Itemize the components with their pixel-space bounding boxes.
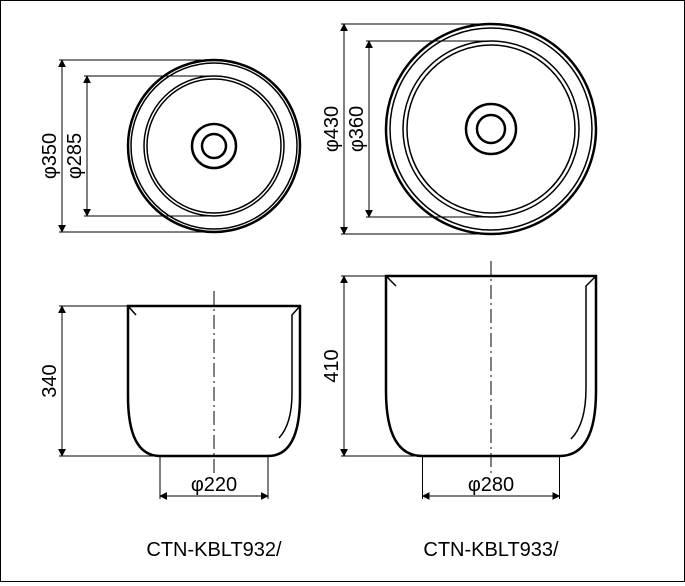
p2-dim-height: 410 bbox=[321, 276, 344, 456]
p2-top-outer-circle bbox=[386, 24, 596, 234]
p1-top-outer-circle bbox=[128, 60, 300, 232]
p2-side-view bbox=[341, 261, 596, 499]
p1-dim-inner-text: φ285 bbox=[64, 133, 86, 179]
p2-top-hole-outer bbox=[466, 104, 516, 154]
p2-cup-inner-right bbox=[571, 276, 596, 439]
p2-dim-inner: φ360 bbox=[346, 41, 369, 217]
p2-top-outer-ring2 bbox=[390, 28, 592, 230]
p1-top-inner-ring bbox=[144, 76, 284, 216]
p2-dim-outer: φ430 bbox=[321, 24, 344, 234]
p2-dim-inner-text: φ360 bbox=[346, 106, 368, 152]
p1-dim-inner: φ285 bbox=[64, 76, 87, 216]
p1-dim-base: φ220 bbox=[160, 474, 268, 496]
drawing-page: φ350 φ285 340 bbox=[0, 0, 685, 582]
p1-label: CTN-KBLT932/ bbox=[146, 539, 282, 561]
p2-label: CTN-KBLT933/ bbox=[423, 539, 559, 561]
p1-cup-inner-right bbox=[279, 306, 300, 438]
p2-dim-base: φ280 bbox=[423, 474, 560, 496]
p2-dim-outer-text: φ430 bbox=[321, 106, 343, 152]
p2-top-hole-inner bbox=[477, 115, 505, 143]
p1-top-view bbox=[59, 60, 300, 232]
p1-dim-outer-text: φ350 bbox=[39, 133, 61, 179]
drawing-svg: φ350 φ285 340 bbox=[1, 1, 684, 581]
p2-top-inner-ring2 bbox=[407, 45, 575, 213]
p1-top-hole-outer bbox=[192, 124, 236, 168]
p2-top-view bbox=[341, 24, 596, 234]
p1-top-inner-ring2 bbox=[147, 79, 281, 213]
p1-top-outer-ring2 bbox=[131, 63, 297, 229]
p1-side-view bbox=[59, 291, 300, 499]
p2-cup-rim-left bbox=[386, 276, 396, 286]
p1-dim-outer: φ350 bbox=[39, 60, 62, 232]
p2-dim-base-text: φ280 bbox=[468, 474, 514, 496]
p1-dim-height-text: 340 bbox=[39, 364, 61, 397]
p2-dim-height-text: 410 bbox=[321, 349, 343, 382]
p1-dim-base-text: φ220 bbox=[191, 474, 237, 496]
p1-dim-height: 340 bbox=[39, 306, 62, 456]
p1-top-hole-inner bbox=[202, 134, 226, 158]
p2-top-inner-ring bbox=[403, 41, 579, 217]
